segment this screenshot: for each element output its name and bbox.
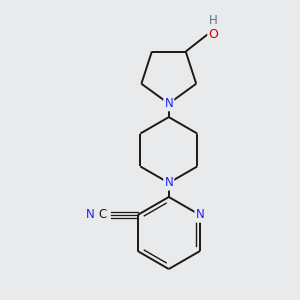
Text: N: N xyxy=(164,176,173,189)
Text: N: N xyxy=(164,97,173,110)
Text: N: N xyxy=(196,208,204,221)
Text: O: O xyxy=(208,28,218,41)
Text: N: N xyxy=(86,208,95,221)
Text: H: H xyxy=(209,14,218,27)
Text: C: C xyxy=(98,208,106,221)
